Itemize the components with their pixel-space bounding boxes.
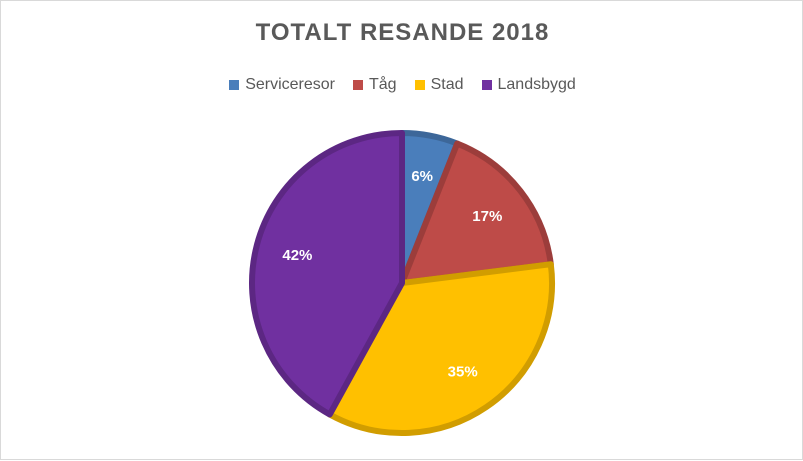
legend-item-stad: Stad <box>414 76 464 94</box>
chart-title: TOTALT RESANDE 2018 <box>255 19 550 46</box>
legend-item-serviceresor: Serviceresor <box>229 76 335 94</box>
data-label-serviceresor: 6% <box>411 168 433 185</box>
legend-swatch-serviceresor <box>229 80 240 90</box>
data-label-t-g: 17% <box>472 208 502 225</box>
legend-swatch-stad <box>414 80 425 90</box>
legend-label-serviceresor: Serviceresor <box>245 76 335 93</box>
pie-slice-stad <box>326 261 555 436</box>
legend-swatch-landsbygd <box>481 80 492 90</box>
legend-label-tag: Tåg <box>369 76 397 93</box>
legend-item-landsbygd: Landsbygd <box>481 76 576 94</box>
pie-slice-landsbygd <box>249 130 405 418</box>
legend-swatch-tag <box>353 80 363 90</box>
legend-item-tag: Tåg <box>353 76 397 94</box>
legend-label-landsbygd: Landsbygd <box>497 76 576 93</box>
legend-label-stad: Stad <box>430 76 464 93</box>
pie-slice-t-g <box>399 140 554 286</box>
legend: Serviceresor Tåg Stad Landsbygd <box>1 76 803 94</box>
data-label-landsbygd: 42% <box>282 247 312 264</box>
data-label-stad: 35% <box>448 363 478 380</box>
